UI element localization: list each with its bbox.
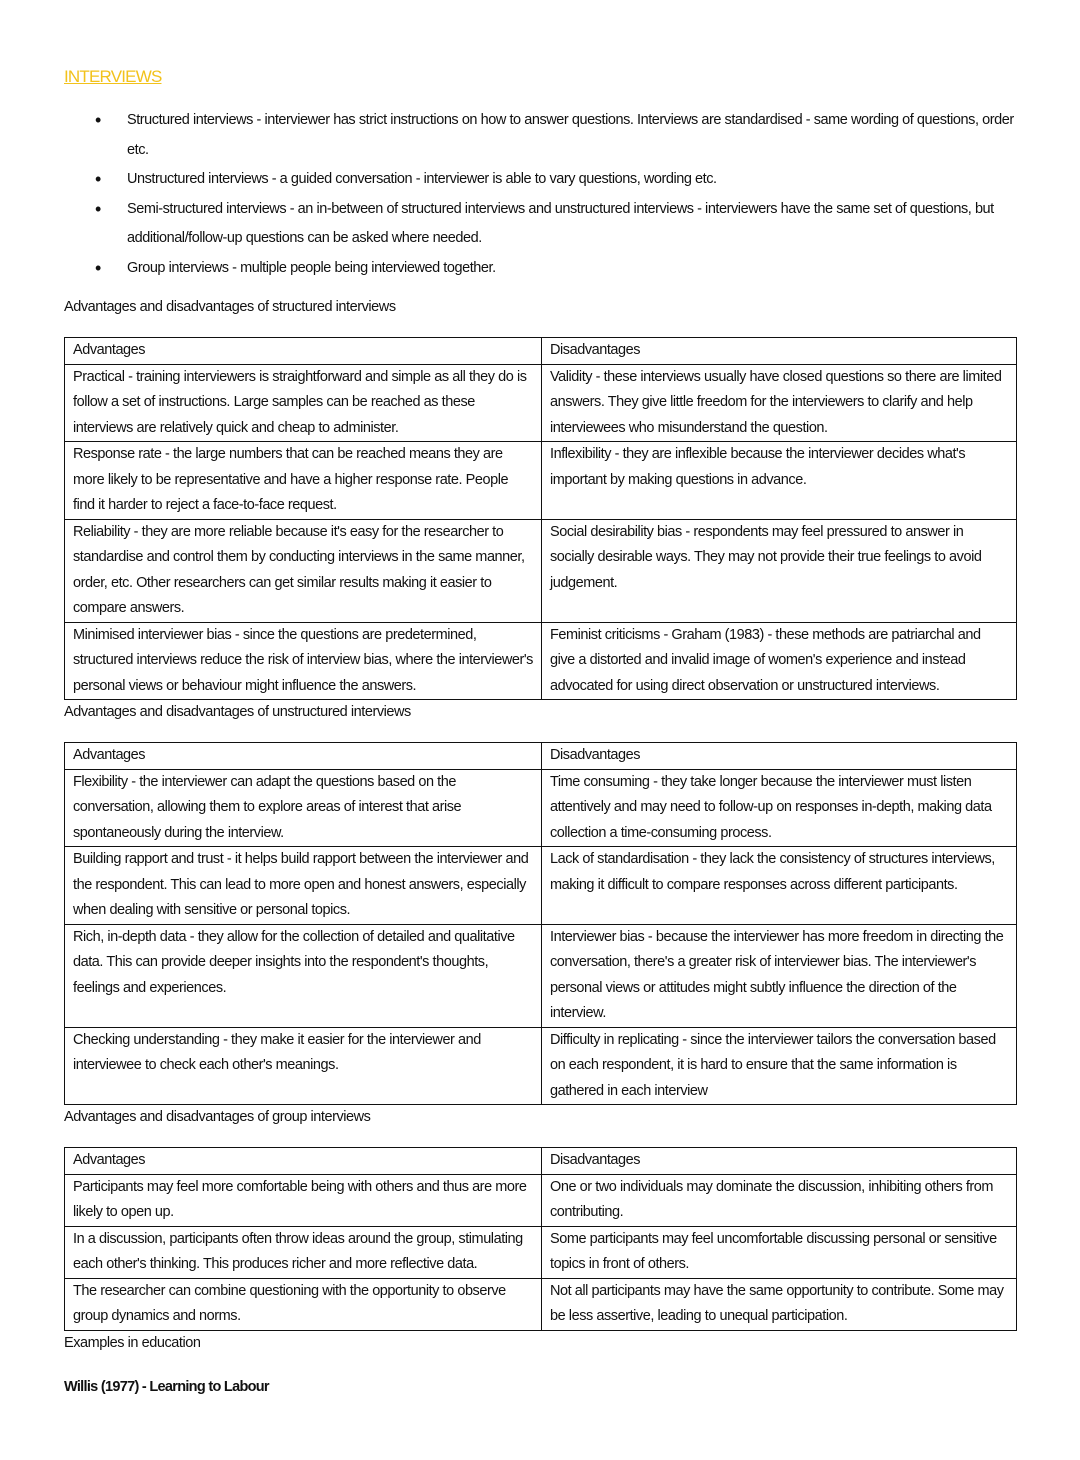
table-row: Participants may feel more comfortable b…	[64, 1173, 1017, 1227]
disadvantage-cell: Disadvantages	[541, 1147, 1017, 1175]
disadvantage-cell: Not all participants may have the same o…	[541, 1277, 1017, 1331]
unstructured-table: Advantages Disadvantages Flexibility - the…	[64, 742, 1017, 1105]
advantage-cell: Flexibility - the interviewer can adapt …	[64, 768, 542, 847]
advantage-cell: In a discussion, participants often thro…	[64, 1225, 542, 1279]
disadvantage-cell: One or two individuals may dominate the …	[541, 1173, 1017, 1227]
table-row: Minimised interviewer bias - since the q…	[64, 621, 1017, 700]
advantage-cell: The researcher can combine questioning w…	[64, 1277, 542, 1331]
advantage-cell: Reliability - they are more reliable bec…	[64, 518, 542, 623]
unstructured-heading: Advantages and disadvantages of unstruct…	[64, 704, 411, 720]
advantage-cell: Participants may feel more comfortable b…	[64, 1173, 542, 1227]
disadvantage-cell: Time consuming - they take longer becaus…	[541, 768, 1017, 847]
disadvantage-cell: Lack of standardisation - they lack the …	[541, 846, 1017, 925]
advantage-cell: Advantages	[64, 742, 542, 770]
list-item: • Structured interviews - interviewer has…	[64, 106, 1017, 165]
advantage-cell: Practical - training interviewers is str…	[64, 363, 542, 442]
advantage-cell: Minimised interviewer bias - since the q…	[64, 621, 542, 700]
examples-heading: Examples in education	[64, 1334, 201, 1351]
document-page: INTERVIEWS • Structured interviews - inte…	[64, 67, 1017, 1395]
list-item: • Semi-structured interviews - an in-betw…	[64, 195, 1017, 254]
bullet-icon: •	[95, 110, 101, 130]
table-row: Rich, in-depth data - they allow for the…	[64, 923, 1017, 1028]
disadvantage-cell: Social desirability bias - respondents m…	[541, 518, 1017, 623]
structured-heading: Advantages and disadvantages of structur…	[64, 299, 396, 315]
advantage-cell: Advantages	[64, 337, 542, 365]
study-subheading: Willis (1977) - Learning to Labour	[64, 1378, 270, 1395]
table-header-row: Advantages Disadvantages	[64, 742, 1017, 770]
disadvantage-cell: Disadvantages	[541, 337, 1017, 365]
group-heading: Advantages and disadvantages of group in…	[64, 1109, 371, 1125]
advantage-cell: Checking understanding - they make it ea…	[64, 1026, 542, 1105]
table-row: Building rapport and trust - it helps bu…	[64, 846, 1017, 925]
advantage-cell: Rich, in-depth data - they allow for the…	[64, 923, 542, 1028]
disadvantage-cell: Feminist criticisms - Graham (1983) - th…	[541, 621, 1017, 700]
table-row: Flexibility - the interviewer can adapt …	[64, 768, 1017, 847]
table-row: Checking understanding - they make it ea…	[64, 1026, 1017, 1105]
disadvantage-cell: Validity - these interviews usually have…	[541, 363, 1017, 442]
advantage-cell: Response rate - the large numbers that c…	[64, 441, 542, 520]
disadvantage-cell: Some participants may feel uncomfortable…	[541, 1225, 1017, 1279]
table-row: Reliability - they are more reliable bec…	[64, 518, 1017, 623]
disadvantage-cell: Interviewer bias - because the interview…	[541, 923, 1017, 1028]
interview-types-list: • Structured interviews - interviewer has…	[64, 106, 1017, 283]
list-item: • Group interviews - multiple people bein…	[64, 254, 1017, 284]
disadvantage-cell: Inflexibility - they are inflexible beca…	[541, 441, 1017, 520]
table-row: Response rate - the large numbers that c…	[64, 441, 1017, 520]
list-item: • Unstructured interviews - a guided conv…	[64, 165, 1017, 195]
bullet-icon: •	[95, 169, 101, 189]
table-row: In a discussion, participants often thro…	[64, 1225, 1017, 1279]
table-row: Practical - training interviewers is str…	[64, 363, 1017, 442]
disadvantage-cell: Disadvantages	[541, 742, 1017, 770]
table-header-row: Advantages Disadvantages	[64, 337, 1017, 365]
bullet-icon: •	[95, 198, 101, 219]
bullet-icon: •	[95, 257, 101, 278]
table-row: The researcher can combine questioning w…	[64, 1277, 1017, 1331]
table-header-row: Advantages Disadvantages	[64, 1147, 1017, 1175]
structured-table: Advantages Disadvantages Practical - train…	[64, 337, 1017, 700]
advantage-cell: Advantages	[64, 1147, 542, 1175]
advantage-cell: Building rapport and trust - it helps bu…	[64, 846, 542, 925]
disadvantage-cell: Difficulty in replicating - since the in…	[541, 1026, 1017, 1105]
group-table: Advantages Disadvantages Participants may …	[64, 1147, 1017, 1331]
page-title: INTERVIEWS	[64, 67, 162, 86]
